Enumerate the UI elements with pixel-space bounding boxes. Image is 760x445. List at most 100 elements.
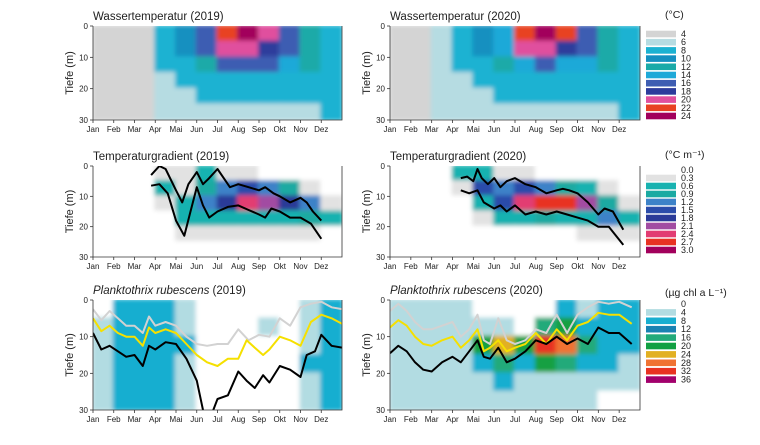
heatmap-cell (133, 195, 157, 213)
y-axis-label: Tiefe (m) (64, 51, 76, 95)
heatmap-cell (618, 103, 640, 120)
heatmap-cell (133, 210, 157, 228)
x-tick-label: Mar (425, 415, 439, 424)
x-tick-label: Mar (128, 125, 142, 134)
heatmap-cell (320, 87, 342, 106)
heatmap-cell (618, 166, 640, 183)
heatmap-cell (534, 240, 558, 257)
heatmap-cell (390, 56, 412, 74)
heatmap-cells (93, 26, 342, 120)
legend-label: 16 (681, 78, 691, 88)
legend-label: 1.5 (681, 205, 694, 215)
legend-label: 0 (681, 299, 686, 309)
heatmap-cell (278, 390, 302, 410)
heatmap-cell (216, 180, 240, 198)
y-tick-label: 10 (376, 53, 385, 62)
heatmap-cell (493, 225, 516, 243)
heatmap-cell (237, 210, 260, 228)
x-tick-label: Nov (591, 262, 605, 271)
heatmap-cell (576, 87, 600, 106)
legend-title: (°C) (665, 9, 684, 21)
depth-line (390, 326, 633, 373)
heatmap-cell (258, 335, 281, 356)
heatmap-cell (597, 354, 621, 375)
heatmap-cell (597, 240, 621, 257)
x-tick-label: Dez (314, 262, 328, 271)
legend-label: 0.0 (681, 165, 694, 175)
heatmap-cell (430, 56, 454, 74)
heatmap-cell (278, 103, 302, 120)
heatmap-cell (195, 72, 219, 90)
heatmap-cell (534, 26, 558, 43)
heatmap-cell (409, 335, 433, 356)
x-tick-label: Mai (170, 125, 183, 134)
heatmap-cell (390, 354, 412, 375)
depth-line (460, 168, 625, 231)
x-tick-label: Apr (149, 415, 162, 424)
panel-title: Temperaturgradient (2020) (390, 151, 526, 163)
legend-label: 24 (681, 111, 691, 121)
heatmap-cell (618, 372, 640, 393)
heatmap-cell (93, 240, 115, 257)
heatmap-cell (258, 317, 281, 338)
heatmap-cell (618, 56, 640, 74)
heatmap-cell (258, 390, 281, 410)
y-tick-label: 30 (376, 116, 385, 125)
heatmap-cell (576, 390, 600, 410)
x-tick-label: Jul (510, 262, 520, 271)
heatmap-cell (237, 225, 260, 243)
heatmap-cell (195, 195, 219, 213)
heatmap-cell (451, 372, 475, 393)
heatmap-cell (493, 26, 516, 43)
y-tick-label: 0 (381, 162, 386, 171)
y-axis-label: Tiefe (m) (361, 51, 373, 95)
heatmap-cell (493, 240, 516, 257)
heatmap-cell (493, 166, 516, 183)
y-tick-label: 30 (79, 116, 88, 125)
heatmap-cell (534, 40, 558, 59)
heatmap-cell (555, 40, 579, 59)
depth-line (460, 189, 625, 246)
heatmap-cell (409, 210, 433, 228)
x-tick-label: Feb (404, 262, 418, 271)
title-main: Wassertemperatur (390, 11, 484, 23)
heatmap-cell (430, 240, 454, 257)
heatmap-cell (597, 72, 621, 90)
heatmap (93, 26, 342, 120)
heatmap-cell (409, 56, 433, 74)
heatmap-cell (430, 87, 454, 106)
heatmap-cell (409, 166, 433, 183)
heatmap-cell (258, 87, 281, 106)
y-tick-label: 30 (376, 253, 385, 262)
heatmap-cell (112, 225, 136, 243)
heatmap-cell (514, 390, 537, 410)
heatmap-cell (409, 372, 433, 393)
x-tick-label: Feb (404, 125, 418, 134)
legend-label: 2.4 (681, 229, 694, 239)
heatmap-cell (597, 87, 621, 106)
heatmap-cell (451, 210, 475, 228)
heatmap-cell (154, 317, 177, 338)
legend-swatch (646, 246, 676, 254)
x-tick-label: Sep (550, 125, 565, 134)
heatmap-cell (258, 195, 281, 213)
heatmap-cell (175, 210, 198, 228)
legend-swatch (646, 222, 676, 230)
x-tick-label: Okt (571, 262, 584, 271)
x-tick-label: Jun (190, 262, 203, 271)
heatmap-cell (320, 225, 342, 243)
y-tick-label: 0 (84, 162, 89, 171)
legend-label: 2.1 (681, 221, 694, 231)
heatmap-cell (390, 40, 412, 59)
x-tick-label: Mai (467, 415, 480, 424)
heatmap-cell (320, 166, 342, 183)
x-tick-label: Aug (529, 262, 543, 271)
heatmap-cell (555, 166, 579, 183)
heatmap-cell (320, 354, 342, 375)
heatmap-cell (93, 87, 115, 106)
heatmap-cell (278, 40, 302, 59)
heatmap-cells (390, 26, 640, 120)
heatmap-cell (237, 72, 260, 90)
